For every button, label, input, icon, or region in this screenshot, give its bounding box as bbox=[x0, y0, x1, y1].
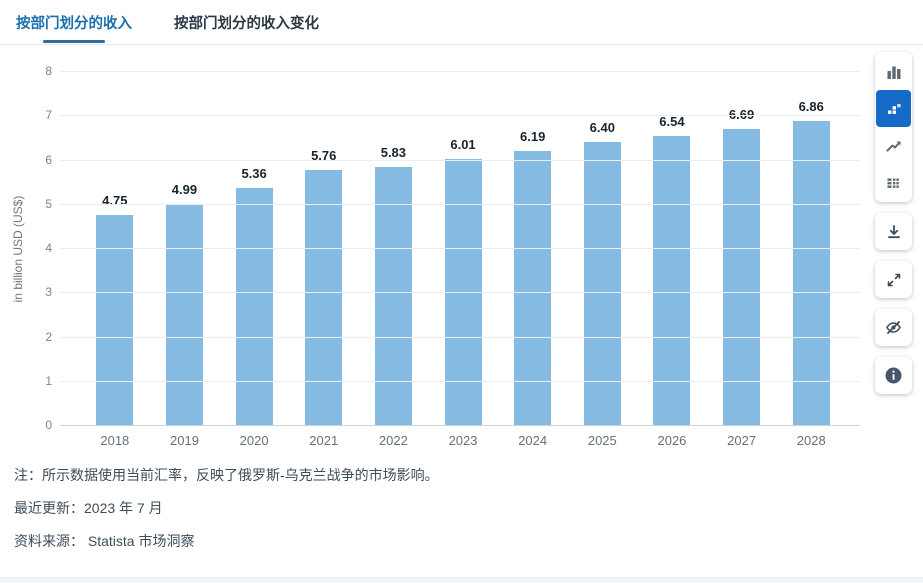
bar-2025[interactable] bbox=[583, 141, 621, 425]
bar-slot: 5.76 bbox=[289, 71, 359, 425]
x-tick-label: 2028 bbox=[796, 433, 826, 448]
block-bar-chart-icon bbox=[885, 100, 903, 118]
x-tick-label: 2019 bbox=[170, 433, 199, 448]
table-icon bbox=[885, 174, 903, 192]
x-tick-label: 2024 bbox=[518, 433, 548, 448]
y-tick-label: 4 bbox=[45, 241, 52, 255]
y-tick-label: 2 bbox=[45, 329, 52, 344]
block-bar-chart-button[interactable] bbox=[876, 90, 911, 127]
bar-chart-icon bbox=[885, 63, 903, 81]
bar-value-label: 6.01 bbox=[450, 137, 476, 153]
bar-2020[interactable] bbox=[235, 187, 273, 425]
gridline bbox=[60, 380, 860, 382]
x-tick-label: 2022 bbox=[378, 433, 408, 448]
info-card bbox=[875, 357, 912, 394]
y-tick-label: 5 bbox=[45, 196, 52, 211]
bar-chart-button[interactable] bbox=[876, 53, 911, 90]
gridline bbox=[60, 248, 860, 249]
bar-slot: 6.54 bbox=[637, 71, 707, 425]
gridline bbox=[60, 203, 860, 205]
info-icon bbox=[884, 366, 903, 385]
download-button[interactable] bbox=[875, 213, 912, 250]
bar-value-label: 5.76 bbox=[311, 148, 337, 164]
bar-2019[interactable] bbox=[165, 204, 203, 425]
x-tick-label: 2027 bbox=[727, 433, 757, 448]
bar-2026[interactable] bbox=[653, 135, 691, 425]
x-tick-label: 2020 bbox=[239, 433, 269, 448]
line-chart-button[interactable] bbox=[876, 127, 911, 164]
bar-value-label: 5.83 bbox=[380, 145, 407, 161]
x-tick-label: 2021 bbox=[309, 433, 339, 448]
bar-slot: 6.69 bbox=[707, 71, 777, 425]
bar-2022[interactable] bbox=[374, 167, 412, 425]
y-axis-title: in billion USD (US$) bbox=[11, 195, 25, 303]
bar-value-label: 4.75 bbox=[102, 192, 128, 208]
bar-2024[interactable] bbox=[514, 151, 552, 425]
x-tick-label: 2018 bbox=[100, 433, 130, 448]
bar-2028[interactable] bbox=[792, 121, 830, 425]
y-tick-label: 0 bbox=[45, 418, 52, 432]
tab-label: 按部门划分的收入 bbox=[16, 15, 132, 32]
bar-slot: 6.19 bbox=[498, 71, 568, 425]
expand-card bbox=[875, 261, 912, 298]
bar-slot: 6.86 bbox=[776, 71, 846, 425]
bar-value-label: 6.19 bbox=[520, 129, 546, 145]
bar-2023[interactable] bbox=[444, 159, 482, 425]
gridline bbox=[60, 336, 860, 338]
expand-icon bbox=[886, 272, 902, 288]
bar-value-label: 6.86 bbox=[798, 99, 824, 115]
gridline bbox=[60, 115, 860, 117]
y-tick-label: 3 bbox=[45, 285, 52, 300]
footnotes: 注：所示数据使用当前汇率，反映了俄罗斯-乌克兰战争的市场影响。 最近更新：202… bbox=[14, 468, 439, 567]
y-tick-label: 6 bbox=[45, 152, 52, 167]
bar-slot: 6.40 bbox=[567, 71, 637, 425]
bar-2018[interactable] bbox=[96, 214, 134, 425]
hide-card bbox=[875, 309, 912, 346]
table-button[interactable] bbox=[876, 164, 911, 201]
download-icon bbox=[886, 224, 902, 240]
bar-value-label: 6.69 bbox=[728, 106, 755, 122]
footer-divider bbox=[0, 577, 923, 583]
tab-revenue-change-by-segment[interactable]: 按部门划分的收入变化 bbox=[172, 0, 321, 45]
gridline bbox=[60, 71, 860, 72]
note-text: 注：所示数据使用当前汇率，反映了俄罗斯-乌克兰战争的市场影响。 bbox=[14, 467, 439, 483]
x-tick-label: 2023 bbox=[448, 433, 478, 448]
bar-slot: 4.99 bbox=[150, 71, 220, 425]
hide-eye-icon bbox=[885, 319, 902, 336]
bar-slot: 6.01 bbox=[428, 71, 498, 425]
bars-container: 4.75 4.99 5.36 5.76 5.83 6.01 6.19 6.40 6.54 6.69… bbox=[60, 71, 860, 425]
x-axis-labels: 2018 2019 2020 2021 2022 2023 2024 2025 2026 2027… bbox=[60, 433, 860, 448]
bar-value-label: 6.40 bbox=[589, 119, 615, 135]
bar-slot: 5.83 bbox=[359, 71, 429, 425]
bar-slot: 5.36 bbox=[219, 71, 289, 425]
download-card bbox=[875, 213, 912, 250]
bar-2021[interactable] bbox=[305, 170, 343, 425]
chart-type-toolbar bbox=[875, 52, 912, 202]
y-tick-label: 1 bbox=[45, 373, 52, 388]
expand-button[interactable] bbox=[875, 261, 912, 298]
bar-2027[interactable] bbox=[723, 128, 761, 425]
hide-labels-button[interactable] bbox=[875, 309, 912, 346]
chart-area: in billion USD (US$) 4.75 4.99 5.36 5.76 5.8… bbox=[0, 45, 923, 460]
tab-revenue-by-segment[interactable]: 按部门划分的收入 bbox=[14, 0, 134, 45]
gridline bbox=[60, 425, 860, 426]
info-button[interactable] bbox=[875, 357, 912, 394]
tab-label: 按部门划分的收入变化 bbox=[174, 15, 319, 32]
bar-value-label: 5.36 bbox=[241, 165, 267, 181]
plot-area: 4.75 4.99 5.36 5.76 5.83 6.01 6.19 6.40 6.54 6.69… bbox=[45, 64, 860, 432]
gridline bbox=[60, 159, 860, 161]
y-tick-label: 7 bbox=[45, 108, 52, 123]
tab-bar: 按部门划分的收入 按部门划分的收入变化 bbox=[0, 0, 923, 45]
gridline bbox=[60, 292, 860, 294]
y-tick-label: 8 bbox=[45, 64, 52, 78]
line-chart-icon bbox=[885, 137, 903, 155]
source-text: 资料来源： Statista 市场洞察 bbox=[14, 533, 195, 549]
last-updated-text: 最近更新：2023 年 7 月 bbox=[14, 500, 163, 516]
x-tick-label: 2026 bbox=[657, 433, 687, 448]
x-tick-label: 2025 bbox=[587, 433, 617, 448]
bar-value-label: 4.99 bbox=[171, 182, 198, 198]
bar-value-label: 6.54 bbox=[659, 113, 685, 129]
